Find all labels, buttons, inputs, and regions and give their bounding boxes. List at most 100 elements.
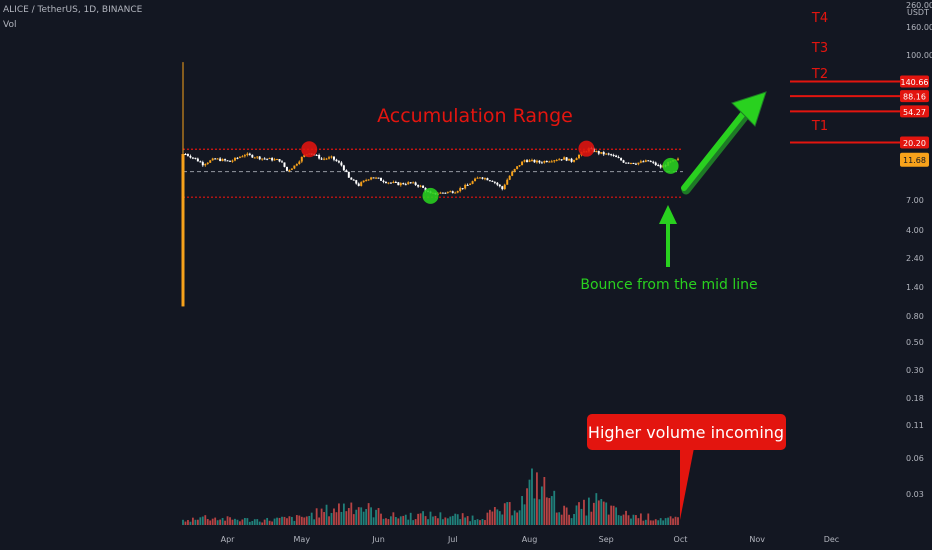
volume-bar <box>251 520 254 525</box>
volume-callout-box <box>587 414 786 450</box>
time-tick-label: Dec <box>824 535 839 544</box>
candle-body <box>629 162 632 164</box>
volume-bar <box>219 519 222 525</box>
candle-body <box>654 162 657 166</box>
price-tick-label: 0.06 <box>906 454 924 463</box>
volume-bar <box>481 519 484 525</box>
volume-bar <box>392 512 395 525</box>
volume-bar <box>489 509 491 525</box>
volume-bar <box>518 510 521 525</box>
volume-bar <box>493 507 496 525</box>
volume-bar <box>295 515 298 525</box>
candle-body <box>543 161 546 163</box>
volume-bar <box>286 518 288 525</box>
candle-body <box>575 158 578 161</box>
volume-bar <box>513 510 516 525</box>
price-tick-label: 0.03 <box>906 490 924 499</box>
volume-bar <box>204 515 207 525</box>
volume-bar <box>266 517 269 525</box>
bounce-arrow-shaft <box>666 221 670 267</box>
candle-body <box>625 162 628 164</box>
symbol-title: ALICE / TetherUS, 1D, BINANCE <box>3 5 143 15</box>
volume-indicator-label[interactable]: Vol <box>3 20 17 30</box>
volume-bar <box>521 496 523 525</box>
candle-body <box>550 161 553 163</box>
currency-label: USDT <box>907 8 929 17</box>
resistance-touch-circle <box>578 140 595 157</box>
candle-body <box>330 156 333 158</box>
volume-bar <box>585 515 588 525</box>
time-tick-label: Nov <box>749 535 765 544</box>
volume-bar <box>231 519 234 525</box>
candle-body <box>471 181 474 184</box>
volume-bar <box>422 511 424 525</box>
volume-bar <box>246 518 249 525</box>
volume-bar <box>377 508 380 525</box>
volume-bar <box>261 522 264 525</box>
candle-body <box>521 161 524 166</box>
candle-body <box>563 157 566 160</box>
candle-body <box>209 160 212 163</box>
volume-bar <box>206 519 209 525</box>
candle-body <box>184 154 187 156</box>
candle-body <box>498 184 501 187</box>
volume-bar <box>605 502 608 525</box>
candle-body <box>486 178 489 181</box>
time-tick-label: May <box>294 535 311 544</box>
candle-body <box>298 161 301 165</box>
candle-body <box>508 175 511 180</box>
candle-body <box>196 158 199 162</box>
candle-body <box>545 161 548 163</box>
volume-bar <box>595 493 598 525</box>
candle-body <box>602 152 605 155</box>
volume-bar <box>347 508 350 525</box>
volume-bar <box>466 516 469 525</box>
volume-bar <box>469 521 471 525</box>
volume-bar <box>407 519 410 525</box>
volume-bar <box>456 514 459 525</box>
candle-body <box>392 181 395 183</box>
candle-body <box>439 192 442 194</box>
volume-bar <box>258 521 261 525</box>
volume-callout-text: Higher volume incoming <box>588 423 784 442</box>
candle-body <box>362 180 365 183</box>
candle-body <box>446 191 449 193</box>
volume-bar <box>617 515 620 525</box>
candle-body <box>642 161 645 163</box>
volume-bar <box>439 512 442 525</box>
volume-bar <box>273 518 276 525</box>
candle-body <box>236 157 239 159</box>
candle-body <box>221 159 224 161</box>
time-tick-label: Oct <box>674 535 688 544</box>
candle-body <box>469 183 472 185</box>
price-tick-label: 0.11 <box>906 421 924 430</box>
time-tick-label: Jun <box>371 535 385 544</box>
candle-body <box>600 152 603 154</box>
candle-body <box>315 154 318 156</box>
volume-bar <box>573 513 575 525</box>
volume-bar <box>308 515 311 525</box>
volume-bar <box>454 513 457 525</box>
volume-bar <box>402 515 405 525</box>
volume-bar <box>644 519 647 525</box>
volume-bar <box>588 497 590 525</box>
candle-body <box>295 164 298 166</box>
volume-bar <box>310 512 313 525</box>
candle-body <box>533 159 536 163</box>
candle-body <box>565 157 568 161</box>
candle-body <box>211 158 214 161</box>
candle-body <box>511 171 514 176</box>
volume-bar <box>325 504 328 525</box>
candle-body <box>256 156 259 158</box>
candle-body <box>293 165 296 169</box>
volume-bar <box>315 508 318 525</box>
candle-body <box>206 162 209 164</box>
candle-body <box>461 188 464 190</box>
candle-body <box>493 181 496 183</box>
price-tick-label: 100.00 <box>906 51 932 60</box>
volume-bar <box>196 519 199 525</box>
last-price-label: 11.68 <box>903 156 926 165</box>
volume-bar <box>367 503 370 525</box>
volume-bar <box>305 516 308 525</box>
